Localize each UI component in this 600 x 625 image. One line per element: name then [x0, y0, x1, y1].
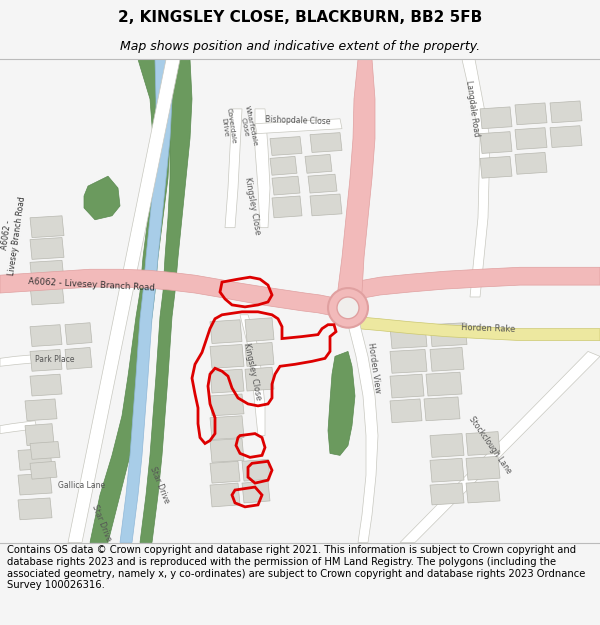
- Polygon shape: [30, 216, 64, 238]
- Polygon shape: [0, 354, 40, 366]
- Polygon shape: [245, 342, 274, 366]
- Polygon shape: [30, 325, 62, 346]
- Text: Horden View: Horden View: [366, 342, 382, 394]
- Polygon shape: [430, 458, 464, 482]
- Polygon shape: [25, 424, 54, 446]
- Polygon shape: [515, 127, 547, 149]
- Polygon shape: [255, 119, 342, 134]
- Polygon shape: [480, 132, 512, 153]
- Polygon shape: [25, 399, 57, 421]
- Polygon shape: [30, 238, 64, 259]
- Polygon shape: [210, 439, 244, 462]
- Polygon shape: [90, 59, 170, 542]
- Polygon shape: [426, 372, 462, 396]
- Polygon shape: [210, 394, 244, 416]
- Polygon shape: [550, 101, 582, 122]
- Polygon shape: [480, 107, 512, 129]
- Polygon shape: [466, 481, 500, 503]
- Polygon shape: [210, 344, 244, 368]
- Polygon shape: [65, 348, 92, 369]
- Polygon shape: [30, 374, 62, 396]
- Text: Star Drive: Star Drive: [149, 466, 172, 505]
- Polygon shape: [390, 325, 427, 349]
- Polygon shape: [390, 349, 427, 373]
- Text: Star Drive: Star Drive: [91, 503, 113, 542]
- Text: Bishopdale Close: Bishopdale Close: [265, 115, 331, 126]
- Polygon shape: [30, 461, 57, 479]
- Polygon shape: [245, 368, 274, 391]
- Text: Kingsley Close: Kingsley Close: [242, 176, 262, 235]
- Polygon shape: [30, 283, 64, 305]
- Polygon shape: [210, 416, 244, 439]
- Polygon shape: [245, 318, 274, 341]
- Polygon shape: [0, 421, 37, 434]
- Polygon shape: [210, 320, 242, 344]
- Text: 2, KINGSLEY CLOSE, BLACKBURN, BB2 5FB: 2, KINGSLEY CLOSE, BLACKBURN, BB2 5FB: [118, 10, 482, 25]
- Polygon shape: [462, 59, 490, 297]
- Text: A6062 -
Livesey Branch Road: A6062 - Livesey Branch Road: [0, 195, 27, 276]
- Polygon shape: [466, 432, 500, 456]
- Polygon shape: [346, 317, 378, 542]
- Polygon shape: [430, 483, 464, 505]
- Polygon shape: [210, 461, 240, 483]
- Text: Coverdale
Drive: Coverdale Drive: [219, 107, 237, 146]
- Text: Kingsley Close: Kingsley Close: [242, 342, 262, 401]
- Polygon shape: [68, 59, 180, 542]
- Text: Contains OS data © Crown copyright and database right 2021. This information is : Contains OS data © Crown copyright and d…: [7, 546, 586, 590]
- Polygon shape: [210, 369, 244, 393]
- Polygon shape: [430, 322, 467, 346]
- Polygon shape: [0, 269, 338, 317]
- Polygon shape: [270, 156, 297, 175]
- Polygon shape: [18, 473, 52, 495]
- Polygon shape: [65, 322, 92, 344]
- Polygon shape: [242, 481, 270, 503]
- Polygon shape: [515, 152, 547, 174]
- Polygon shape: [84, 176, 120, 220]
- Text: Wharfedale
Close: Wharfedale Close: [238, 105, 259, 148]
- Polygon shape: [390, 399, 422, 422]
- Polygon shape: [30, 441, 60, 459]
- Polygon shape: [550, 126, 582, 148]
- Circle shape: [337, 297, 359, 319]
- Polygon shape: [515, 103, 547, 125]
- Polygon shape: [18, 449, 52, 470]
- Text: Map shows position and indicative extent of the property.: Map shows position and indicative extent…: [120, 40, 480, 52]
- Text: Langdale Road: Langdale Road: [464, 80, 481, 138]
- Polygon shape: [305, 154, 332, 173]
- Polygon shape: [18, 498, 52, 520]
- Polygon shape: [400, 351, 600, 542]
- Polygon shape: [140, 59, 192, 542]
- Circle shape: [328, 288, 368, 328]
- Polygon shape: [272, 176, 300, 195]
- Polygon shape: [240, 315, 265, 436]
- Polygon shape: [308, 174, 337, 193]
- Polygon shape: [338, 59, 375, 299]
- Polygon shape: [430, 434, 464, 457]
- Polygon shape: [310, 132, 342, 152]
- Polygon shape: [270, 137, 302, 156]
- Text: Park Place: Park Place: [35, 355, 74, 364]
- Polygon shape: [310, 194, 342, 216]
- Polygon shape: [390, 374, 424, 398]
- Polygon shape: [466, 456, 500, 480]
- Polygon shape: [358, 317, 600, 341]
- Polygon shape: [424, 397, 460, 421]
- Polygon shape: [120, 59, 172, 542]
- Polygon shape: [272, 196, 302, 218]
- Text: A6062 - Livesey Branch Road: A6062 - Livesey Branch Road: [28, 278, 155, 293]
- Polygon shape: [30, 261, 64, 282]
- Polygon shape: [242, 459, 270, 481]
- Polygon shape: [480, 156, 512, 178]
- Text: Stockclough Lane: Stockclough Lane: [467, 415, 513, 476]
- Polygon shape: [328, 351, 355, 456]
- Polygon shape: [430, 348, 464, 371]
- Polygon shape: [210, 483, 240, 507]
- Polygon shape: [225, 109, 242, 228]
- Text: Gallica Lane: Gallica Lane: [58, 481, 105, 489]
- Text: Horden Rake: Horden Rake: [461, 323, 515, 334]
- Polygon shape: [358, 268, 600, 299]
- Polygon shape: [255, 109, 270, 228]
- Polygon shape: [30, 349, 62, 371]
